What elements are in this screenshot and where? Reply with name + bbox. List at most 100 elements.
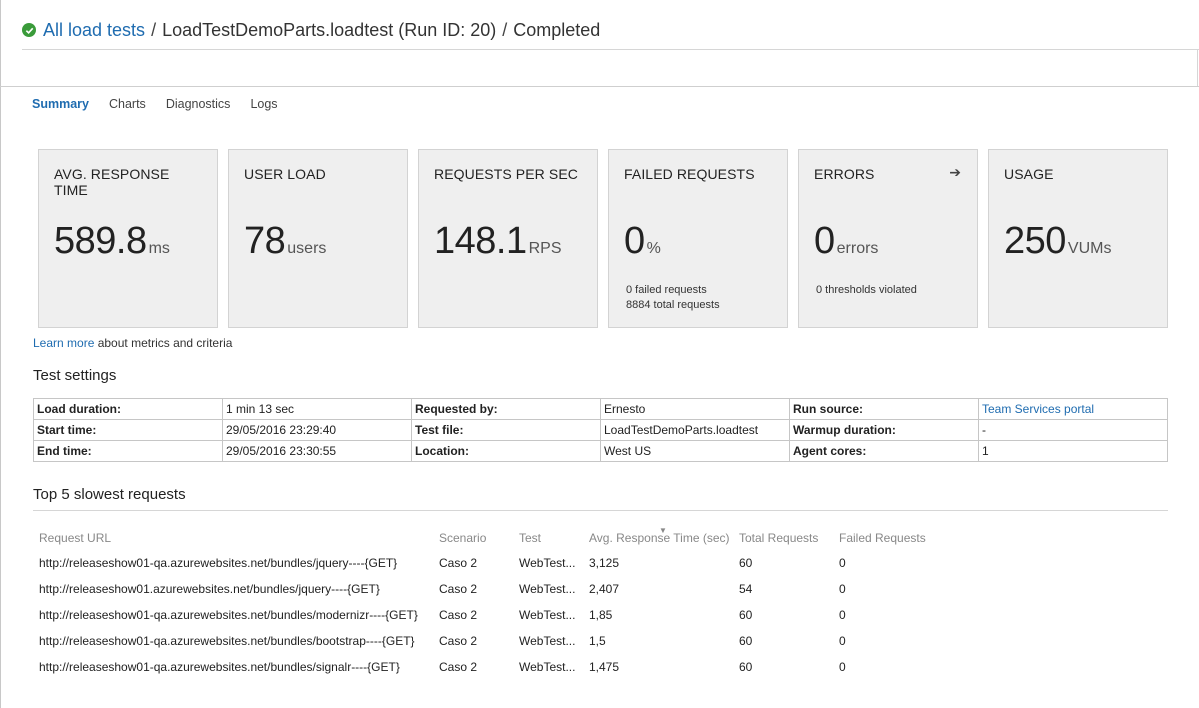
thresholds-violated: 0 thresholds violated (816, 284, 917, 296)
setting-value: 1 min 13 sec (222, 398, 412, 420)
failed-requests: 0 (839, 660, 846, 674)
card-number: 0 (814, 220, 835, 262)
table-row[interactable]: http://releaseshow01-qa.azurewebsites.ne… (33, 654, 933, 680)
card-value: 148.1 RPS (434, 220, 562, 263)
card-unit: ms (148, 240, 170, 257)
card-title: USAGE (1004, 166, 1054, 182)
learn-more-line: Learn more about metrics and criteria (33, 336, 232, 350)
card-number: 78 (244, 220, 286, 262)
card-value: 250 VUMs (1004, 220, 1111, 263)
run-source-link[interactable]: Team Services portal (982, 402, 1095, 416)
column-header-avg-response-time[interactable]: ▼ Avg. Response Time (sec) (583, 526, 733, 550)
card-number: 250 (1004, 220, 1066, 262)
card-unit: errors (836, 240, 879, 257)
column-header-total-requests[interactable]: Total Requests (739, 531, 819, 545)
avg-response-time: 1,85 (589, 608, 613, 622)
sort-desc-icon: ▼ (659, 526, 667, 535)
card-details: 0 failed requests 8884 total requests (626, 283, 720, 313)
setting-value: LoadTestDemoParts.loadtest (600, 419, 790, 441)
tab-summary[interactable]: Summary (32, 97, 89, 111)
table-row[interactable]: http://releaseshow01-qa.azurewebsites.ne… (33, 628, 933, 654)
test-name: WebTest... (519, 660, 576, 674)
setting-label: Agent cores: (789, 440, 979, 462)
table-header-row: Request URL Scenario Test ▼ Avg. Response… (33, 526, 933, 550)
run-status: Completed (513, 19, 601, 40)
table-row: Start time: 29/05/2016 23:29:40 Test fil… (33, 419, 1168, 441)
request-url: http://releaseshow01-qa.azurewebsites.ne… (39, 660, 400, 674)
card-unit: VUMs (1067, 240, 1112, 257)
request-url: http://releaseshow01-qa.azurewebsites.ne… (39, 608, 418, 622)
total-requests: 60 (739, 608, 753, 622)
setting-value: 29/05/2016 23:30:55 (222, 440, 412, 462)
table-row[interactable]: http://releaseshow01-qa.azurewebsites.ne… (33, 550, 933, 576)
test-name: WebTest... (519, 556, 576, 570)
setting-label: Load duration: (33, 398, 223, 420)
card-avg-response-time: AVG. RESPONSE TIME 589.8 ms (38, 149, 218, 328)
total-requests: 60 (739, 556, 753, 570)
arrow-right-icon[interactable]: ➔ (949, 164, 961, 180)
total-requests: 54 (739, 582, 753, 596)
tab-diagnostics[interactable]: Diagnostics (165, 97, 231, 111)
check-circle-icon (22, 23, 36, 37)
tabs-divider (0, 86, 1199, 87)
card-number: 0 (624, 220, 645, 262)
column-header-request-url[interactable]: Request URL (39, 531, 112, 545)
left-border (0, 0, 1, 708)
metric-cards: AVG. RESPONSE TIME 589.8 ms USER LOAD 78 u… (38, 149, 1178, 328)
total-requests: 60 (739, 634, 753, 648)
card-failed-requests: FAILED REQUESTS 0% 0 failed requests 888… (608, 149, 788, 328)
failed-requests: 0 (839, 582, 846, 596)
setting-value: West US (600, 440, 790, 462)
test-settings-title: Test settings (33, 367, 117, 384)
column-header-test[interactable]: Test (519, 531, 542, 545)
card-usage: USAGE 250 VUMs (988, 149, 1168, 328)
setting-label: Start time: (33, 419, 223, 441)
failed-requests: 0 (839, 634, 846, 648)
test-settings-table: Load duration: 1 min 13 sec Requested by… (33, 398, 1168, 462)
table-row[interactable]: http://releaseshow01-qa.azurewebsites.ne… (33, 602, 933, 628)
request-url: http://releaseshow01-qa.azurewebsites.ne… (39, 634, 415, 648)
scenario: Caso 2 (439, 608, 478, 622)
card-title: FAILED REQUESTS (624, 166, 755, 182)
column-header-failed-requests[interactable]: Failed Requests (839, 531, 926, 545)
request-url: http://releaseshow01.azurewebsites.net/b… (39, 582, 380, 596)
card-value: 0% (624, 220, 661, 263)
setting-label: Warmup duration: (789, 419, 979, 441)
learn-more-link[interactable]: Learn more (33, 336, 95, 350)
card-unit: users (287, 240, 327, 257)
table-row: End time: 29/05/2016 23:30:55 Location: … (33, 440, 1168, 462)
tab-charts[interactable]: Charts (108, 97, 146, 111)
slowest-requests-title: Top 5 slowest requests (33, 486, 186, 503)
scenario: Caso 2 (439, 660, 478, 674)
breadcrumb-test-name: LoadTestDemoParts.loadtest (Run ID: 20) (162, 19, 497, 40)
setting-label: Location: (411, 440, 601, 462)
card-user-load: USER LOAD 78 users (228, 149, 408, 328)
failed-requests: 0 (839, 608, 846, 622)
card-unit: RPS (528, 240, 562, 257)
request-url: http://releaseshow01-qa.azurewebsites.ne… (39, 556, 398, 570)
slowest-requests-divider (33, 510, 1168, 511)
column-header-label: Avg. Response Time (sec) (589, 531, 730, 545)
card-title: AVG. RESPONSE TIME (54, 166, 170, 198)
avg-response-time: 1,475 (589, 660, 620, 674)
page-header: All load tests / LoadTestDemoParts.loadt… (22, 16, 600, 44)
card-errors[interactable]: ERRORS ➔ 0 errors 0 thresholds violated (798, 149, 978, 328)
card-details: 0 thresholds violated (816, 283, 917, 298)
scenario: Caso 2 (439, 634, 478, 648)
breadcrumb-all-load-tests[interactable]: All load tests (43, 19, 146, 40)
avg-response-time: 1,5 (589, 634, 606, 648)
failed-requests: 0 (839, 556, 846, 570)
header-frame-edge (1197, 49, 1198, 87)
setting-value: Ernesto (600, 398, 790, 420)
column-header-scenario[interactable]: Scenario (439, 531, 487, 545)
setting-value: Team Services portal (978, 398, 1168, 420)
avg-response-time: 2,407 (589, 582, 620, 596)
tab-logs[interactable]: Logs (250, 97, 278, 111)
total-requests: 60 (739, 660, 753, 674)
card-unit: % (646, 240, 661, 257)
test-name: WebTest... (519, 634, 576, 648)
card-requests-per-sec: REQUESTS PER SEC 148.1 RPS (418, 149, 598, 328)
total-requests-count: 8884 total requests (626, 299, 720, 311)
table-row[interactable]: http://releaseshow01.azurewebsites.net/b… (33, 576, 933, 602)
test-name: WebTest... (519, 608, 576, 622)
